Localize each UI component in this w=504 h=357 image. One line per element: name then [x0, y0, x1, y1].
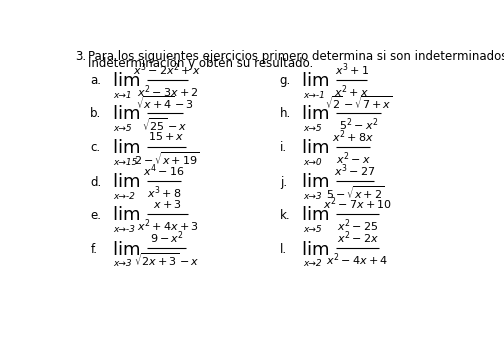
Text: b.: b. [90, 107, 102, 120]
Text: $x^{2}+4x+3$: $x^{2}+4x+3$ [137, 218, 199, 234]
Text: $\lim$: $\lim$ [112, 174, 140, 191]
Text: a.: a. [90, 74, 101, 87]
Text: $x^{3}+8$: $x^{3}+8$ [147, 185, 181, 201]
Text: $x^{2}+x$: $x^{2}+x$ [334, 83, 369, 100]
Text: $x^{2}-4x+4$: $x^{2}-4x+4$ [327, 252, 389, 268]
Text: i.: i. [280, 141, 287, 154]
Text: $\lim$: $\lim$ [301, 206, 329, 225]
Text: $5-\sqrt{x+2}$: $5-\sqrt{x+2}$ [326, 185, 385, 201]
Text: d.: d. [90, 176, 102, 189]
Text: x→3: x→3 [113, 259, 132, 268]
Text: x→5: x→5 [303, 225, 322, 234]
Text: x→5: x→5 [303, 124, 322, 132]
Text: h.: h. [280, 107, 291, 120]
Text: x→15: x→15 [113, 158, 138, 167]
Text: $\lim$: $\lim$ [301, 105, 329, 123]
Text: $\lim$: $\lim$ [301, 72, 329, 90]
Text: j.: j. [280, 176, 287, 189]
Text: x→0: x→0 [303, 158, 322, 167]
Text: $x^{4}-16$: $x^{4}-16$ [143, 163, 185, 179]
Text: $\lim$: $\lim$ [301, 174, 329, 191]
Text: k.: k. [280, 209, 290, 222]
Text: g.: g. [280, 74, 291, 87]
Text: $x^{2}-25$: $x^{2}-25$ [337, 218, 379, 234]
Text: $x^{3}+1$: $x^{3}+1$ [335, 61, 369, 77]
Text: $x^{3}-27$: $x^{3}-27$ [334, 163, 375, 179]
Text: f.: f. [90, 243, 97, 256]
Text: $\lim$: $\lim$ [301, 241, 329, 258]
Text: x→2: x→2 [303, 259, 322, 268]
Text: $x^{2}-2x$: $x^{2}-2x$ [337, 230, 379, 246]
Text: $\lim$: $\lim$ [112, 241, 140, 258]
Text: $\lim$: $\lim$ [112, 105, 140, 123]
Text: $2-\sqrt{x+19}$: $2-\sqrt{x+19}$ [134, 150, 200, 167]
Text: $\lim$: $\lim$ [112, 72, 140, 90]
Text: indeterminación y obtén su resultado.: indeterminación y obtén su resultado. [88, 57, 313, 70]
Text: $\lim$: $\lim$ [301, 139, 329, 157]
Text: 3.: 3. [75, 50, 86, 63]
Text: $x^{2}-3x +2$: $x^{2}-3x +2$ [137, 83, 198, 100]
Text: x→5: x→5 [113, 124, 132, 132]
Text: $\sqrt{x+4}-3$: $\sqrt{x+4}-3$ [136, 94, 194, 111]
Text: x→-3: x→-3 [113, 225, 135, 234]
Text: $\lim$: $\lim$ [112, 206, 140, 225]
Text: x→-2: x→-2 [113, 192, 135, 201]
Text: $15+x$: $15+x$ [148, 130, 185, 142]
Text: Para los siguientes ejercicios primero determina si son indeterminados y en caso: Para los siguientes ejercicios primero d… [88, 50, 504, 63]
Text: x→3: x→3 [303, 192, 322, 201]
Text: $5^{2}-x^{2}$: $5^{2}-x^{2}$ [339, 116, 379, 132]
Text: $x^{2}-7x+10$: $x^{2}-7x+10$ [324, 196, 393, 212]
Text: $x+3$: $x+3$ [153, 198, 182, 210]
Text: x→-1: x→-1 [303, 91, 325, 100]
Text: $\lim$: $\lim$ [112, 139, 140, 157]
Text: $\sqrt{2}-\sqrt{7+x}$: $\sqrt{2}-\sqrt{7+x}$ [325, 94, 393, 111]
Text: c.: c. [90, 141, 100, 154]
Text: l.: l. [280, 243, 287, 256]
Text: $x^{2}+8x$: $x^{2}+8x$ [332, 128, 374, 145]
Text: $x^{3}-2x^{2}+x$: $x^{3}-2x^{2}+x$ [134, 61, 202, 77]
Text: $\sqrt{2x+3}-x$: $\sqrt{2x+3}-x$ [134, 252, 199, 268]
Text: $\sqrt{25}-x$: $\sqrt{25}-x$ [142, 116, 187, 132]
Text: x→1: x→1 [113, 91, 132, 100]
Text: e.: e. [90, 209, 101, 222]
Text: $9-x^{2}$: $9-x^{2}$ [150, 230, 183, 246]
Text: $x^{2}-x$: $x^{2}-x$ [336, 150, 370, 167]
